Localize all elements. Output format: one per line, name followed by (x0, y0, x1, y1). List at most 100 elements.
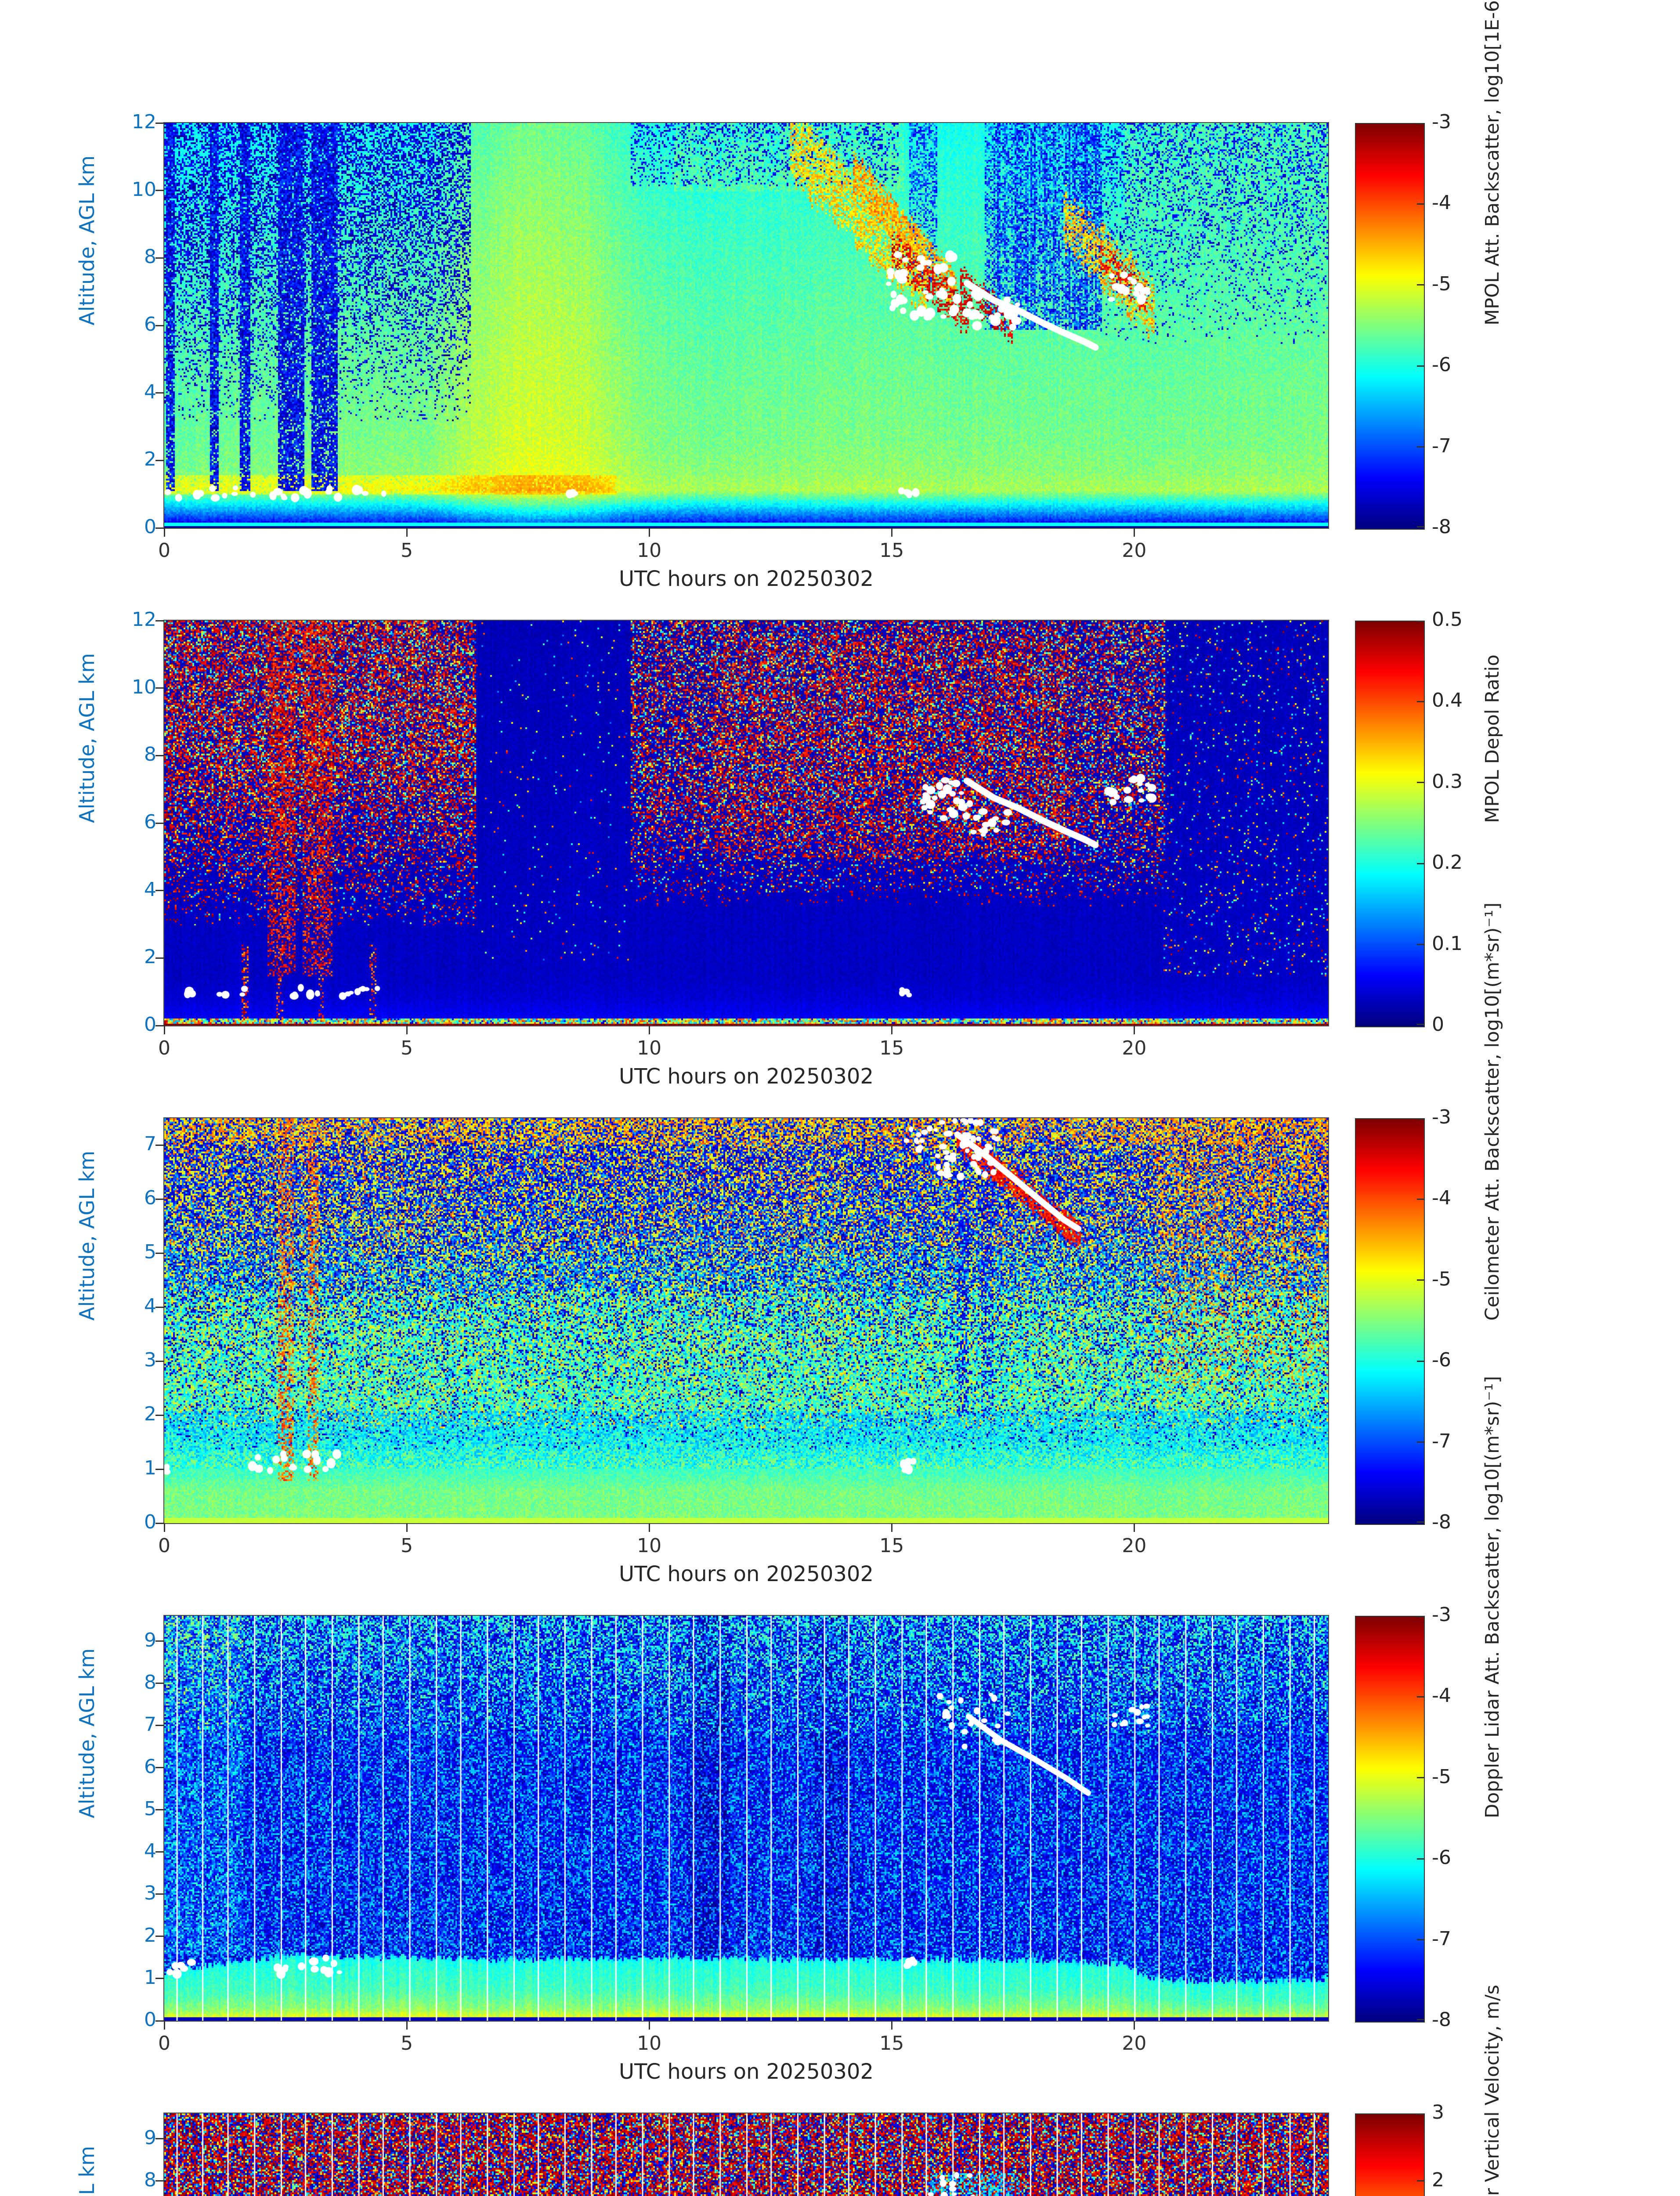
colorbar-tick-label: -5 (1432, 1268, 1451, 1290)
colorbar-tick-label: 3 (1432, 2101, 1444, 2124)
heatmap-canvas (164, 2113, 1328, 2196)
y-tick-mark (155, 1767, 164, 1769)
y-tick-mark (155, 1360, 164, 1362)
colorbar-tick-label: 0 (1432, 1013, 1444, 1036)
y-tick-mark (155, 1252, 164, 1254)
y-tick-mark (155, 890, 164, 892)
colorbar-canvas (1355, 621, 1425, 1027)
colorbar-tick-label: -8 (1432, 1511, 1451, 1533)
y-tick-label: 8 (144, 2168, 156, 2191)
y-tick-mark (155, 687, 164, 689)
y-tick-mark (155, 2138, 164, 2140)
y-tick-mark (155, 257, 164, 259)
y-tick-label: 9 (144, 2126, 156, 2149)
y-tick-mark (155, 1306, 164, 1308)
colorbar-tick-mark (1417, 203, 1425, 205)
colorbar-tick-mark (1417, 863, 1425, 864)
colorbar-tick-mark (1417, 1118, 1425, 1120)
colorbar-tick-label: 0.3 (1432, 770, 1463, 793)
x-tick-mark (648, 2021, 650, 2030)
y-tick-label: 7 (144, 1713, 156, 1736)
x-tick-mark (1133, 1026, 1135, 1034)
colorbar-tick-label: -3 (1432, 1604, 1451, 1626)
y-tick-label: 3 (144, 1882, 156, 1904)
x-tick-label: 10 (637, 2032, 662, 2055)
heatmap-canvas (164, 621, 1328, 1026)
x-tick-label: 20 (1122, 1037, 1147, 1059)
colorbar-tick-mark (1417, 2113, 1425, 2115)
y-tick-label: 3 (144, 1349, 156, 1372)
x-axis-label: UTC hours on 20250302 (619, 1064, 874, 1089)
x-tick-label: 10 (637, 539, 662, 562)
x-tick-label: 20 (1122, 539, 1147, 562)
colorbar-tick-label: 0.2 (1432, 851, 1463, 874)
x-tick-label: 15 (879, 2032, 904, 2055)
x-tick-label: 15 (879, 1037, 904, 1059)
colorbar-tick-mark (1417, 1360, 1425, 1362)
y-tick-label: 7 (144, 1133, 156, 1156)
x-tick-label: 5 (401, 539, 413, 562)
x-tick-label: 0 (158, 1037, 170, 1059)
y-tick-label: 4 (144, 878, 156, 901)
x-tick-label: 0 (158, 1535, 170, 1557)
y-tick-mark (155, 1978, 164, 1979)
x-tick-mark (648, 528, 650, 537)
x-tick-label: 20 (1122, 2032, 1147, 2055)
colorbar-tick-label: -6 (1432, 1846, 1451, 1869)
x-axis-label: UTC hours on 20250302 (619, 1562, 874, 1586)
colorbar-tick-mark (1417, 1023, 1425, 1025)
y-tick-label: 6 (144, 811, 156, 833)
x-tick-label: 0 (158, 2032, 170, 2055)
y-tick-mark (155, 957, 164, 959)
x-tick-label: 5 (401, 2032, 413, 2055)
colorbar-tick-label: 0.5 (1432, 608, 1463, 631)
x-axis-label: UTC hours on 20250302 (619, 2059, 874, 2084)
x-tick-mark (1133, 528, 1135, 537)
x-tick-mark (1133, 1523, 1135, 1532)
x-tick-mark (163, 1026, 165, 1034)
colorbar-tick-mark (1417, 1615, 1425, 1617)
y-tick-label: 6 (144, 1755, 156, 1778)
y-tick-mark (155, 459, 164, 461)
x-tick-mark (891, 1523, 892, 1532)
colorbar-tick-mark (1417, 1858, 1425, 1860)
heatmap-canvas (164, 1616, 1328, 2021)
y-tick-mark (155, 1414, 164, 1416)
colorbar-tick-mark (1417, 123, 1425, 124)
heatmap-canvas (164, 123, 1328, 528)
colorbar-tick-label: -8 (1432, 516, 1451, 538)
panel-ceilometer-backscatter: Altitude, AGL km Ceilometer Att. Backsca… (0, 903, 1680, 1616)
panel-doppler-lidar-backscatter: Altitude, AGL km Doppler Lidar Att. Back… (0, 1376, 1680, 2113)
y-tick-mark (155, 325, 164, 326)
heatmap-canvas (164, 1118, 1328, 1523)
x-tick-mark (1133, 2021, 1135, 2030)
y-tick-mark (155, 1468, 164, 1470)
colorbar-tick-mark (1417, 1198, 1425, 1200)
colorbar-tick-label: -3 (1432, 1106, 1451, 1128)
colorbar-tick-mark (1417, 526, 1425, 527)
y-tick-mark (155, 1025, 164, 1026)
y-tick-label: 4 (144, 380, 156, 403)
y-tick-mark (155, 1640, 164, 1642)
x-tick-mark (406, 1026, 408, 1034)
colorbar-tick-label: 2 (1432, 2168, 1444, 2191)
y-tick-mark (155, 527, 164, 529)
colorbar-tick-label: -4 (1432, 1187, 1451, 1210)
y-tick-mark (155, 392, 164, 394)
y-tick-label: 1 (144, 1457, 156, 1480)
colorbar-tick-mark (1417, 1441, 1425, 1443)
colorbar-tick-label: -7 (1432, 1927, 1451, 1950)
y-tick-mark (155, 190, 164, 191)
x-tick-label: 10 (637, 1037, 662, 1059)
x-tick-label: 20 (1122, 1535, 1147, 1557)
colorbar-tick-mark (1417, 782, 1425, 784)
colorbar-tick-label: -5 (1432, 272, 1451, 295)
y-tick-mark (155, 1851, 164, 1853)
y-tick-label: 5 (144, 1241, 156, 1264)
colorbar-tick-mark (1417, 2019, 1425, 2020)
y-tick-mark (155, 1809, 164, 1811)
colorbar-tick-label: 0.4 (1432, 689, 1463, 712)
y-tick-label: 0 (144, 2008, 156, 2031)
y-tick-mark (155, 755, 164, 756)
